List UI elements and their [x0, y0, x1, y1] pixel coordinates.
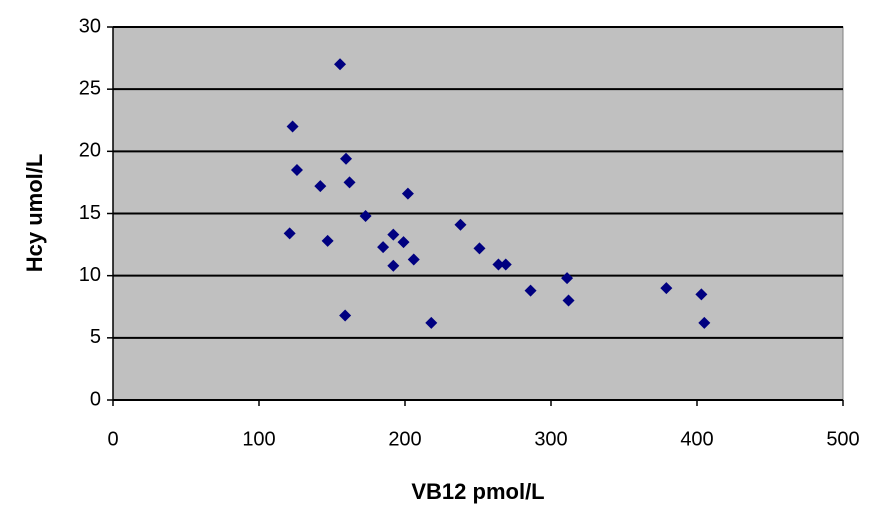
x-tick-label: 400 — [680, 428, 713, 450]
x-tick-label: 0 — [107, 428, 118, 450]
x-tick-label: 300 — [534, 428, 567, 450]
point — [492, 258, 505, 271]
x-tick-label: 100 — [242, 428, 275, 450]
point — [397, 236, 410, 249]
y-tick-label: 25 — [79, 77, 101, 99]
point — [524, 284, 537, 297]
point — [695, 288, 708, 301]
point — [340, 152, 353, 165]
point — [334, 58, 347, 71]
point — [343, 176, 356, 189]
y-tick-label: 15 — [79, 202, 101, 224]
point — [283, 227, 296, 240]
point — [339, 309, 352, 322]
x-tick-label: 200 — [388, 428, 421, 450]
point — [454, 218, 467, 231]
x-axis-title: VB12 pmol/L — [411, 479, 544, 504]
point — [473, 242, 486, 255]
point — [561, 272, 574, 285]
x-tick-label: 500 — [826, 428, 859, 450]
point — [321, 234, 334, 247]
point — [562, 294, 575, 307]
point — [359, 209, 372, 222]
point — [387, 228, 400, 241]
y-tick-label: 0 — [90, 388, 101, 410]
point — [401, 187, 414, 200]
point — [425, 316, 438, 329]
y-tick-label: 30 — [79, 15, 101, 37]
point — [698, 316, 711, 329]
y-tick-label: 20 — [79, 140, 101, 162]
y-tick-label: 10 — [79, 264, 101, 286]
point — [286, 120, 299, 133]
point — [499, 258, 512, 271]
point — [660, 282, 673, 295]
y-axis-title: Hcy umol/L — [22, 154, 47, 273]
point — [314, 180, 327, 193]
point — [387, 259, 400, 272]
point — [290, 163, 303, 176]
y-tick-label: 5 — [90, 326, 101, 348]
point — [407, 253, 420, 266]
point — [377, 241, 390, 254]
